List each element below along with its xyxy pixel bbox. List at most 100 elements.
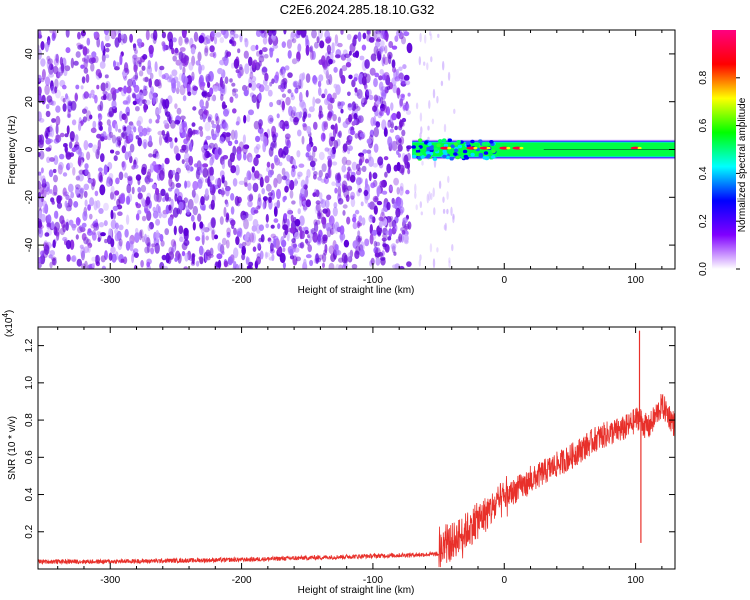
heatmap-speckle [276, 58, 280, 63]
heatmap-speckle [267, 192, 273, 197]
heatmap-speckle [270, 233, 276, 239]
heatmap-speckle [269, 81, 273, 87]
heatmap-speckle [380, 30, 386, 40]
heatmap-speckle [242, 144, 248, 155]
heatmap-speckle [399, 182, 404, 192]
heatmap-speckle [393, 223, 398, 233]
heatmap-speckle [340, 108, 344, 114]
heatmap-speckle [407, 168, 411, 175]
heatmap-speckle [294, 178, 298, 187]
heatmap-speckle [297, 171, 303, 177]
heatmap-speckle [378, 111, 384, 117]
heatmap-speckle [148, 118, 153, 124]
colorbar-tick-label: 0.8 [698, 70, 709, 84]
heatmap-speckle [346, 171, 351, 181]
heatmap-speckle [110, 219, 117, 230]
heatmap-speckle [38, 86, 42, 96]
heatmap-speckle [76, 42, 82, 47]
heatmap-speckle [285, 178, 291, 186]
heatmap-speckle [283, 213, 288, 219]
heatmap-speckle [255, 135, 261, 143]
heatmap-speckle [311, 50, 316, 60]
heatmap-speckle [230, 193, 235, 201]
heatmap-speckle [137, 186, 142, 193]
heatmap-speckle [432, 88, 436, 99]
heatmap-speckle [242, 211, 249, 219]
heatmap-speckle [342, 143, 348, 153]
heatmap-speckle [188, 62, 194, 71]
heatmap-speckle [320, 132, 326, 142]
heatmap-speckle [235, 164, 240, 176]
heatmap-speckle [132, 100, 137, 106]
heatmap-speckle [52, 258, 57, 266]
heatmap-speckle [348, 50, 352, 56]
heatmap-speckle [204, 121, 211, 132]
heatmap-speckle [340, 30, 344, 35]
heatmap-speckle [331, 42, 335, 54]
heatmap-speckle [321, 239, 326, 245]
heatmap-speckle [117, 211, 123, 216]
heatmap-speckle [148, 153, 153, 158]
heatmap-speckle [122, 100, 129, 105]
heatmap-speckle [233, 261, 237, 269]
heatmap-speckle [210, 120, 215, 125]
heatmap-speckle [51, 100, 55, 106]
heatmap-speckle [383, 104, 388, 113]
heatmap-speckle [213, 85, 219, 92]
heatmap-speckle [296, 51, 301, 62]
heatmap-speckle [127, 78, 133, 87]
heatmap-speckle [202, 89, 206, 98]
heatmap-speckle [262, 196, 268, 202]
heatmap-speckle [308, 46, 313, 52]
heatmap-speckle [353, 113, 358, 120]
heatmap-speckle [106, 133, 113, 141]
heatmap-speckle [205, 235, 209, 241]
heatmap-speckle [136, 120, 141, 127]
heatmap-speckle [452, 215, 455, 224]
heatmap-speckle [219, 123, 225, 129]
heatmap-speckle [82, 116, 87, 123]
heatmap-speckle [75, 217, 81, 226]
heatmap-speckle [270, 162, 275, 170]
heatmap-speckle [87, 228, 92, 234]
heatmap-speckle [209, 52, 216, 57]
heatmap-speckle [275, 71, 280, 81]
heatmap-speckle [202, 206, 206, 211]
heatmap-speckle [146, 261, 151, 268]
heatmap-speckle [368, 171, 372, 182]
heatmap-speckle [382, 72, 388, 80]
heatmap-speckle [318, 59, 324, 65]
heatmap-speckle [351, 79, 356, 88]
heatmap-speckle [227, 256, 233, 266]
heatmap-speckle [71, 223, 76, 231]
heatmap-speckle [68, 219, 74, 226]
heatmap-speckle [426, 62, 429, 71]
heatmap-speckle [123, 126, 127, 131]
heatmap-speckle [269, 117, 274, 123]
heatmap-speckle [103, 220, 108, 227]
heatmap-speckle [81, 76, 86, 84]
heatmap-speckle [108, 106, 115, 118]
heatmap-speckle [199, 99, 204, 108]
heatmap-speckle [184, 252, 189, 262]
heatmap-speckle [219, 216, 224, 225]
heatmap-speckle [287, 72, 293, 78]
heatmap-speckle [78, 169, 85, 175]
heatmap-speckle [41, 69, 46, 80]
heatmap-speckle [160, 240, 165, 247]
heatmap-speckle [232, 88, 236, 97]
heatmap-speckle [375, 121, 381, 128]
heatmap-speckle [403, 154, 409, 165]
heatmap-speckle [66, 125, 70, 135]
heatmap-speckle [86, 151, 91, 161]
heatmap-speckle [386, 201, 391, 211]
heatmap-speckle [144, 76, 149, 83]
heatmap-speckle [209, 175, 215, 181]
heatmap-speckle [426, 193, 429, 204]
heatmap-speckle [83, 91, 90, 99]
heatmap-speckle [124, 151, 129, 161]
heatmap-speckle [253, 209, 259, 214]
heatmap-speckle [369, 201, 375, 210]
heatmap-speckle [77, 44, 83, 50]
heatmap-speckle [349, 43, 356, 53]
